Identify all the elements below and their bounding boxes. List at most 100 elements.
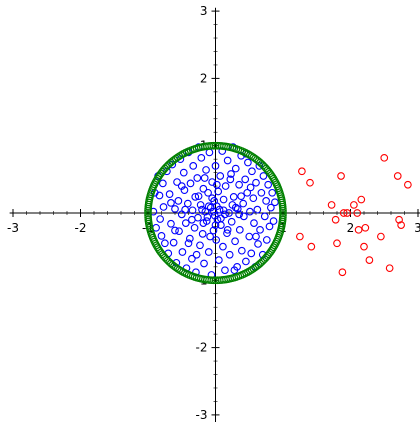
data-point [226, 175, 235, 184]
data-point [159, 203, 168, 211]
data-point [271, 198, 279, 207]
data-point [230, 266, 239, 275]
data-point [338, 268, 347, 277]
data-point [256, 225, 264, 234]
data-point [354, 225, 363, 234]
data-point [186, 179, 195, 188]
data-point [365, 256, 374, 264]
data-point [225, 250, 234, 259]
data-point [159, 179, 167, 188]
data-point [221, 210, 229, 219]
data-point [306, 178, 314, 187]
data-point [169, 238, 178, 247]
data-point [209, 207, 218, 216]
data-point [237, 192, 245, 201]
data-point [333, 239, 341, 248]
data-point [350, 201, 358, 209]
data-point [307, 242, 316, 251]
data-point [213, 215, 222, 224]
data-point [331, 215, 340, 224]
data-point [296, 232, 304, 241]
data-point [189, 162, 198, 170]
data-point [221, 182, 230, 190]
data-point [156, 215, 164, 223]
data-point [211, 162, 220, 170]
data-point [198, 205, 206, 214]
data-point [257, 188, 266, 197]
data-point [173, 178, 181, 186]
data-point [264, 180, 273, 189]
data-point [233, 205, 242, 213]
data-point [199, 184, 208, 193]
data-point [211, 221, 220, 229]
data-point [193, 174, 202, 182]
data-point [397, 221, 405, 229]
data-point [242, 257, 250, 266]
data-point [190, 223, 199, 232]
data-point [245, 232, 254, 241]
data-point [353, 209, 362, 217]
data-point [181, 205, 189, 214]
data-point [327, 201, 336, 209]
data-point [248, 167, 256, 176]
data-point [200, 259, 208, 268]
data-point [198, 230, 207, 238]
data-point [188, 254, 196, 263]
data-point [235, 180, 243, 189]
data-point [404, 180, 412, 189]
data-point [165, 190, 174, 199]
data-point [377, 232, 385, 241]
data-point [213, 180, 221, 189]
y-tick-label: 2 [200, 71, 208, 85]
data-point [361, 223, 370, 232]
data-point [393, 172, 402, 180]
data-point [337, 172, 345, 180]
data-point [229, 192, 238, 201]
data-point [360, 242, 368, 251]
data-point [157, 232, 166, 240]
data-point [231, 237, 239, 246]
data-point [268, 188, 277, 197]
series-2 [144, 141, 287, 285]
data-point [194, 192, 203, 201]
data-point [208, 194, 216, 203]
data-point [227, 170, 235, 178]
axis-ticks [12, 10, 419, 416]
y-tick-label: -3 [196, 408, 208, 422]
data-point [167, 199, 175, 207]
x-tick-label: 3 [414, 221, 420, 235]
x-tick-label: -1 [142, 221, 154, 235]
data-point [217, 214, 225, 223]
data-point [250, 219, 258, 227]
data-point [171, 226, 179, 235]
data-point [262, 236, 271, 244]
data-point [244, 158, 252, 167]
data-point [215, 256, 223, 264]
data-point [269, 217, 278, 225]
data-point [219, 206, 228, 215]
data-point [174, 197, 183, 205]
series-1 [296, 153, 412, 277]
data-point [252, 178, 260, 187]
data-point [267, 203, 275, 212]
data-point [192, 250, 201, 259]
data-point [223, 225, 232, 234]
data-point [177, 182, 186, 190]
data-point [184, 239, 193, 248]
data-point [202, 166, 210, 174]
data-point [212, 236, 221, 244]
data-point [175, 227, 183, 236]
data-point [259, 172, 268, 180]
data-point [240, 212, 248, 221]
axes [9, 7, 420, 422]
x-tick-label: 1 [279, 221, 287, 235]
data-point [235, 225, 244, 234]
data-point [219, 242, 227, 251]
data-point [219, 195, 228, 204]
data-point [216, 172, 225, 180]
data-point [252, 232, 260, 241]
data-point [231, 164, 240, 173]
data-point [385, 264, 394, 273]
x-tick-label: -2 [75, 221, 87, 235]
